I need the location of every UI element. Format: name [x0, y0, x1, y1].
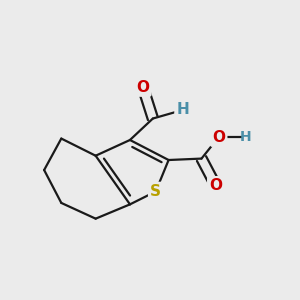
Text: O: O: [212, 130, 225, 145]
Text: H: H: [240, 130, 252, 144]
Text: O: O: [136, 80, 149, 94]
Text: S: S: [150, 184, 161, 199]
Text: O: O: [209, 178, 222, 193]
Text: H: H: [176, 102, 189, 117]
